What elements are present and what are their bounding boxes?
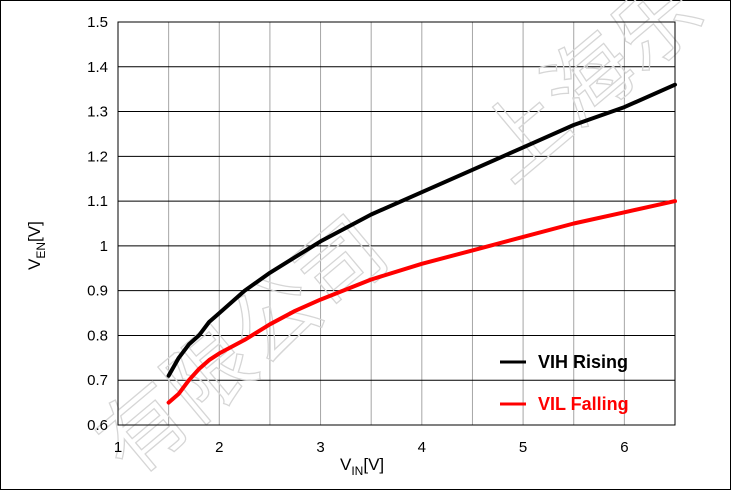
x-axis-label: VIN[V] xyxy=(340,455,384,478)
y-tick-labels: 0.6 0.7 0.8 0.9 1 1.1 1.2 1.3 1.4 1.5 xyxy=(87,14,108,434)
x-tick-label: 5 xyxy=(519,439,527,456)
series-layer xyxy=(166,82,677,405)
y-tick-label: 1.5 xyxy=(87,14,108,31)
y-tick-label: 0.8 xyxy=(87,327,108,344)
series-line-vil-falling xyxy=(166,199,677,405)
y-tick-label: 0.9 xyxy=(87,283,108,300)
watermark-text-left: 有限公司 xyxy=(79,198,407,490)
plot-area-border xyxy=(117,21,676,426)
series-line-vih-rising xyxy=(166,82,677,378)
watermark-text-right: 上海乐 xyxy=(459,0,721,201)
x-tick-label: 1 xyxy=(114,439,122,456)
legend-label-vil: VIL Falling xyxy=(538,394,629,414)
y-tick-label: 1.3 xyxy=(87,104,108,121)
legend-label-vih: VIH Rising xyxy=(538,352,628,372)
y-tick-label: 0.6 xyxy=(87,417,108,434)
y-tick-label: 1.4 xyxy=(87,59,108,76)
y-tick-label: 1 xyxy=(100,238,108,255)
y-tick-label: 1.1 xyxy=(87,193,108,210)
x-tick-labels: 1 2 3 4 5 6 xyxy=(114,439,629,456)
legend: VIH Rising VIL Falling xyxy=(500,352,629,414)
x-tick-label: 4 xyxy=(418,439,426,456)
grid-lines xyxy=(118,22,675,425)
y-tick-label: 1.2 xyxy=(87,148,108,165)
x-tick-label: 2 xyxy=(215,439,223,456)
y-axis-label: VEN[V] xyxy=(25,221,48,270)
x-tick-label: 3 xyxy=(316,439,324,456)
x-tick-label: 6 xyxy=(620,439,628,456)
y-tick-label: 0.7 xyxy=(87,372,108,389)
